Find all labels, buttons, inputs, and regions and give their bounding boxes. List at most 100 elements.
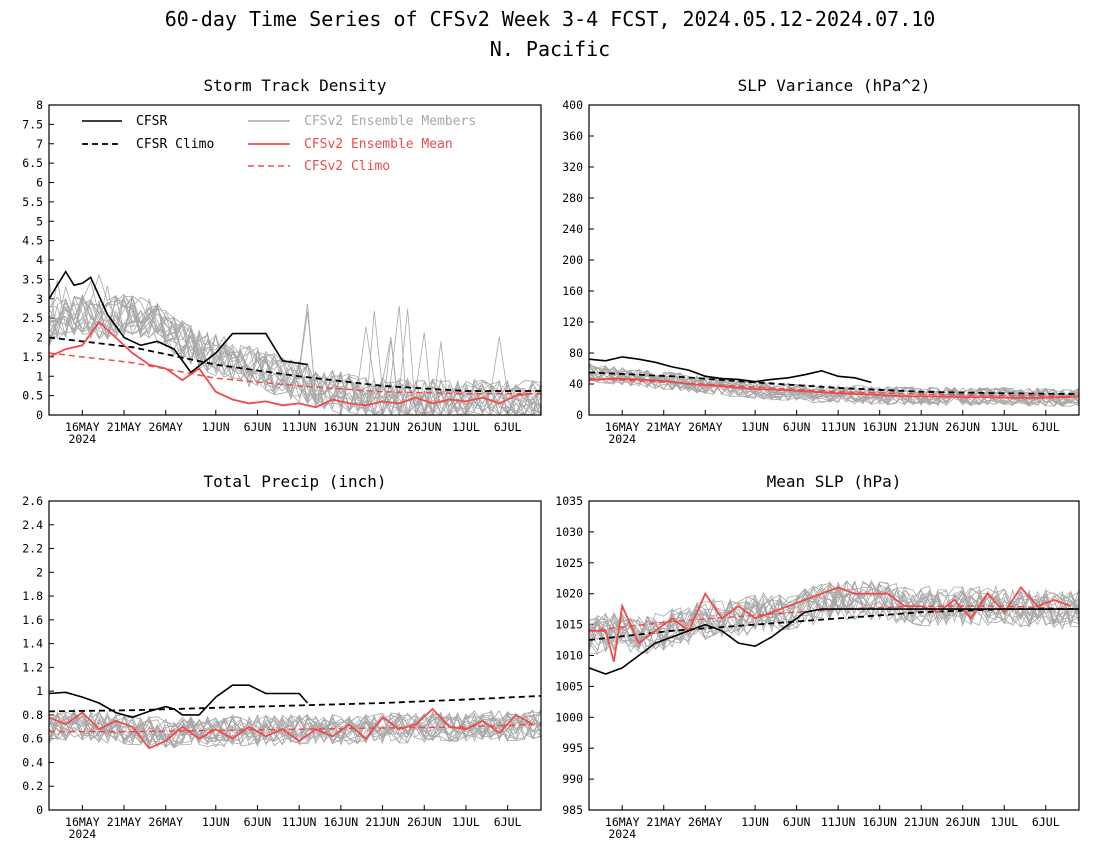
cfsr-line [589, 356, 872, 384]
plot-frame [48, 500, 542, 811]
y-tick-label: 2.4 [22, 518, 43, 532]
y-tick-label: 0.8 [22, 708, 43, 722]
y-tick-label: 2 [36, 565, 43, 579]
y-tick-label: 320 [562, 160, 583, 174]
cfsr-line [589, 608, 1079, 675]
y-tick-label: 1.2 [22, 660, 43, 674]
x-tick-label: 16MAY [605, 815, 640, 829]
x-year-label: 2024 [69, 827, 97, 841]
ensemble-member-line [49, 711, 541, 747]
ensemble-member-line [589, 365, 1079, 407]
legend-label-cfsv2-climo: CFSv2 Climo [304, 159, 390, 174]
ensemble-member-line [589, 585, 1079, 647]
x-tick-label: 26MAY [148, 815, 183, 829]
cfsv2-climo-line [49, 352, 541, 395]
y-tick-label: 0.5 [22, 389, 43, 403]
cfsv2-climo-line [49, 723, 541, 733]
legend-label-ens-mean: CFSv2 Ensemble Mean [304, 137, 453, 152]
x-tick-label: 6JUL [494, 420, 522, 434]
y-tick-label: 5 [36, 214, 43, 228]
x-tick-label: 6JUN [244, 420, 272, 434]
y-tick-label: 200 [562, 253, 583, 267]
y-tick-label: 160 [562, 284, 583, 298]
legend-label-members: CFSv2 Ensemble Members [304, 114, 476, 129]
ensemble-mean-line [49, 320, 533, 409]
legend-label-cfsr: CFSR [136, 114, 167, 129]
x-tick-label: 1JUL [990, 420, 1018, 434]
x-tick-label: 21JUN [365, 420, 400, 434]
y-tick-label: 6.5 [22, 156, 43, 170]
series-group [49, 684, 541, 750]
y-tick-label: 1.4 [22, 637, 43, 651]
x-tick-label: 6JUL [1032, 815, 1060, 829]
y-tick-label: 1000 [555, 710, 583, 724]
x-tick-label: 1JUN [741, 420, 769, 434]
x-tick-label: 1JUL [452, 420, 480, 434]
y-tick-label: 280 [562, 191, 583, 205]
ensemble-member-line [589, 580, 1079, 645]
plot-frame [588, 500, 1080, 811]
cfsr-line [49, 684, 309, 719]
y-tick-label: 1025 [555, 556, 583, 570]
x-tick-label: 21MAY [646, 815, 681, 829]
x-tick-label: 11JUN [282, 815, 317, 829]
figure-title: 60-day Time Series of CFSv2 Week 3-4 FCS… [165, 7, 936, 31]
y-tick-label: 985 [562, 803, 583, 817]
x-tick-label: 6JUL [1032, 420, 1060, 434]
plot-frame [588, 104, 1080, 416]
x-tick-label: 26JUN [407, 420, 442, 434]
y-tick-label: 1020 [555, 587, 583, 601]
cfsr-climo-line [589, 371, 1079, 395]
x-year-label: 2024 [608, 827, 636, 841]
x-tick-label: 6JUL [494, 815, 522, 829]
y-tick-label: 995 [562, 741, 583, 755]
y-tick-label: 80 [569, 346, 583, 360]
y-tick-label: 1005 [555, 679, 583, 693]
y-tick-label: 1.6 [22, 613, 43, 627]
y-tick-label: 990 [562, 772, 583, 786]
ensemble-member-line [49, 286, 541, 415]
x-tick-label: 6JUN [244, 815, 272, 829]
y-tick-label: 1035 [555, 494, 583, 508]
y-tick-label: 0.6 [22, 732, 43, 746]
x-tick-label: 11JUN [821, 420, 856, 434]
x-tick-label: 26JUN [945, 815, 980, 829]
panel-title-mean-slp: Mean SLP (hPa) [767, 472, 902, 491]
x-tick-label: 16JUN [862, 420, 897, 434]
x-tick-label: 21MAY [107, 420, 142, 434]
x-tick-label: 21JUN [365, 815, 400, 829]
x-tick-label: 11JUN [282, 420, 317, 434]
x-tick-label: 21MAY [107, 815, 142, 829]
series-group [589, 579, 1079, 675]
y-tick-label: 2.2 [22, 542, 43, 556]
ensemble-member-line [589, 366, 1079, 407]
y-tick-label: 7 [36, 137, 43, 151]
x-tick-label: 16MAY [65, 815, 100, 829]
ensemble-mean-line [49, 707, 534, 750]
y-tick-label: 1.5 [22, 350, 43, 364]
x-tick-label: 21JUN [904, 815, 939, 829]
y-tick-label: 4.5 [22, 234, 43, 248]
ensemble-member-line [49, 296, 541, 415]
ensemble-member-line [589, 580, 1079, 647]
cfsr-climo-line [49, 695, 541, 713]
y-tick-label: 8 [36, 98, 43, 112]
x-year-label: 2024 [69, 432, 97, 446]
y-tick-label: 1 [36, 684, 43, 698]
ensemble-member-line [49, 294, 541, 415]
ensemble-member-line [589, 362, 1079, 407]
x-tick-label: 1JUL [990, 815, 1018, 829]
ensemble-member-line [49, 304, 541, 415]
ensemble-member-line [49, 711, 541, 747]
y-tick-label: 6 [36, 176, 43, 190]
ensemble-member-line [589, 585, 1079, 650]
y-tick-label: 3.5 [22, 272, 43, 286]
cfsr-climo-line [589, 608, 1079, 641]
x-tick-label: 1JUN [202, 815, 230, 829]
x-year-label: 2024 [608, 432, 636, 446]
y-tick-label: 3 [36, 292, 43, 306]
ensemble-mean-line [589, 377, 1079, 399]
ensemble-member-line [49, 300, 541, 415]
y-tick-label: 0 [36, 408, 43, 422]
